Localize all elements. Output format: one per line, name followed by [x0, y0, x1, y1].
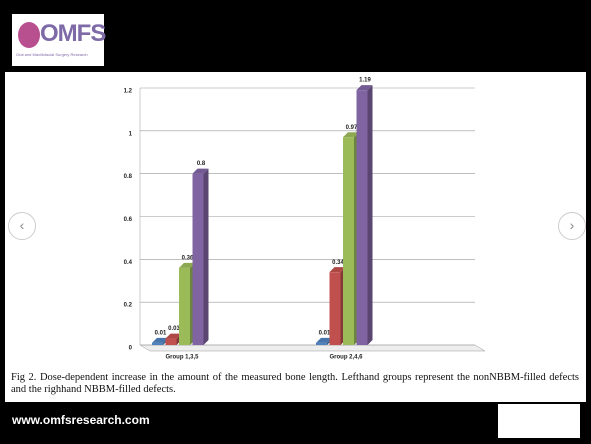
y-tick-label: 1.2: [124, 89, 133, 95]
bar: [192, 173, 204, 345]
bar-top: [356, 85, 373, 91]
data-label: 0.03: [168, 326, 180, 332]
bar-top: [343, 132, 359, 138]
caption: Fig 2. Dose-dependent increase in the am…: [11, 372, 579, 395]
y-tick-label: 1: [129, 131, 133, 137]
logo: OMFS Oral and Maxillofacial Surgery Rese…: [12, 14, 106, 66]
next-button[interactable]: ›: [558, 212, 586, 240]
data-label: 0.8: [197, 161, 206, 167]
bar-top: [316, 337, 332, 343]
badge: [498, 404, 580, 438]
slide: 0 0.2 0.4 0.6 0.8 1 1.2 Group 1,3,5 0.01 0.03 0.36…: [5, 72, 586, 402]
bar-top: [179, 262, 195, 268]
bar: [152, 342, 163, 345]
y-tick-label: 0: [129, 346, 133, 352]
x-tick-label: Group 2,4,6: [329, 355, 363, 361]
x-tick-label: Group 1,3,5: [165, 355, 199, 361]
logo-icon: [18, 22, 40, 48]
data-label: 0.01: [155, 330, 167, 336]
data-label: 0.36: [182, 255, 194, 261]
bar-side: [367, 85, 373, 345]
logo-subtitle: Oral and Maxillofacial Surgery Research: [16, 52, 88, 57]
data-label: 0.97: [346, 125, 358, 131]
y-tick-label: 0.6: [124, 217, 133, 223]
data-label: 0.34: [332, 260, 344, 266]
bar: [329, 272, 341, 345]
y-tick-label: 0.8: [124, 174, 133, 180]
y-tick-label: 0.2: [124, 303, 133, 309]
bar: [356, 90, 368, 345]
bar-top: [192, 168, 209, 174]
data-label: 0.01: [319, 330, 331, 336]
bar: [343, 137, 354, 345]
prev-button[interactable]: ‹: [8, 212, 36, 240]
bar: [179, 267, 190, 345]
footer-url: www.omfsresearch.com: [12, 413, 150, 427]
bar-top: [165, 333, 182, 339]
bar: [165, 338, 177, 345]
logo-title: OMFS: [40, 20, 106, 47]
bar-top: [329, 267, 346, 273]
data-label: 1.19: [359, 78, 371, 84]
y-tick-label: 0.4: [124, 260, 133, 266]
floor: [139, 344, 486, 352]
bar: [316, 342, 327, 345]
bar-side: [203, 168, 209, 345]
bar-top: [152, 337, 168, 343]
